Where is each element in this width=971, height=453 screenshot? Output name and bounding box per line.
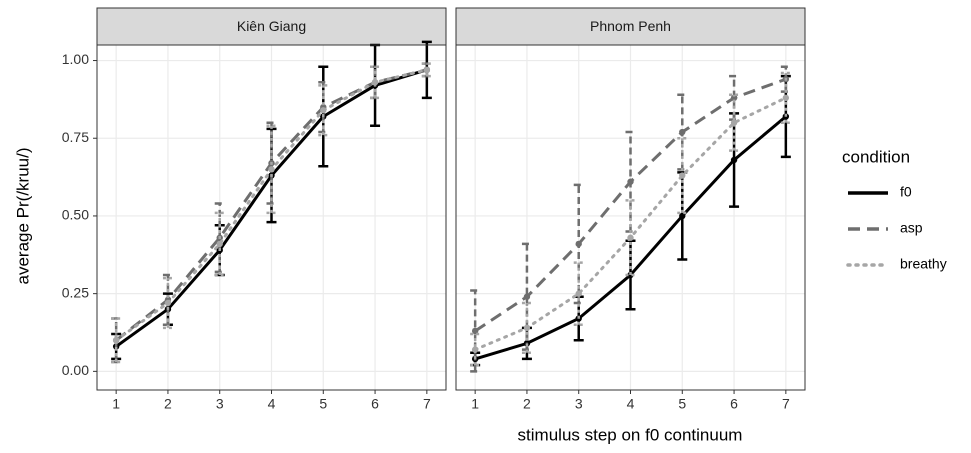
point	[730, 119, 738, 126]
point	[627, 234, 634, 241]
y-tick-label: 0.75	[62, 129, 89, 145]
legend-title: condition	[842, 147, 910, 166]
x-tick-label: 5	[319, 396, 327, 412]
facet-title: Phnom Penh	[590, 18, 671, 34]
legend-label: f0	[900, 184, 912, 200]
x-tick-label: 4	[627, 396, 635, 412]
x-tick-label: 4	[268, 396, 276, 412]
panel-border	[96, 44, 447, 391]
point	[627, 178, 634, 185]
y-axis-label: average Pr(/kruu/)	[13, 148, 32, 285]
x-tick-label: 2	[164, 396, 172, 412]
point	[575, 290, 582, 297]
x-tick-label: 1	[112, 396, 120, 412]
point	[523, 324, 531, 332]
point	[268, 166, 275, 173]
point	[523, 293, 531, 300]
y-tick-label: 0.25	[62, 284, 89, 300]
facet-strip	[455, 7, 806, 46]
point	[112, 337, 120, 344]
x-tick-label: 1	[471, 396, 479, 412]
y-tick-label: 0.50	[62, 207, 89, 223]
point	[320, 107, 327, 114]
x-axis-label: stimulus step on f0 continuum	[518, 425, 743, 444]
panel-border	[455, 44, 806, 391]
point	[216, 240, 223, 248]
point	[730, 156, 738, 164]
x-tick-label: 5	[678, 396, 686, 412]
error-bar	[370, 65, 381, 100]
facet-title: Kiên Giang	[237, 18, 306, 34]
point	[679, 128, 686, 136]
x-tick-label: 6	[371, 396, 379, 412]
x-tick-label: 7	[782, 396, 790, 412]
point	[164, 299, 172, 307]
point	[371, 79, 379, 86]
error-bar	[111, 317, 122, 364]
x-tick-label: 3	[216, 396, 224, 412]
x-tick-label: 3	[575, 396, 583, 412]
x-tick-label: 2	[523, 396, 531, 412]
point	[471, 346, 479, 353]
point	[730, 94, 738, 102]
error-bar	[266, 121, 277, 205]
y-tick-label: 1.00	[62, 51, 89, 67]
point	[423, 66, 431, 74]
point	[679, 172, 686, 179]
legend-label: asp	[900, 220, 923, 236]
point	[679, 212, 686, 220]
legend-label: breathy	[900, 256, 947, 272]
error-bar	[729, 93, 740, 152]
x-tick-label: 6	[730, 396, 738, 412]
point	[782, 94, 790, 102]
point	[575, 240, 582, 248]
facet-strip	[96, 7, 447, 46]
x-tick-label: 7	[423, 396, 431, 412]
y-tick-label: 0.00	[62, 362, 89, 378]
error-bar	[470, 332, 481, 367]
point	[471, 327, 479, 335]
